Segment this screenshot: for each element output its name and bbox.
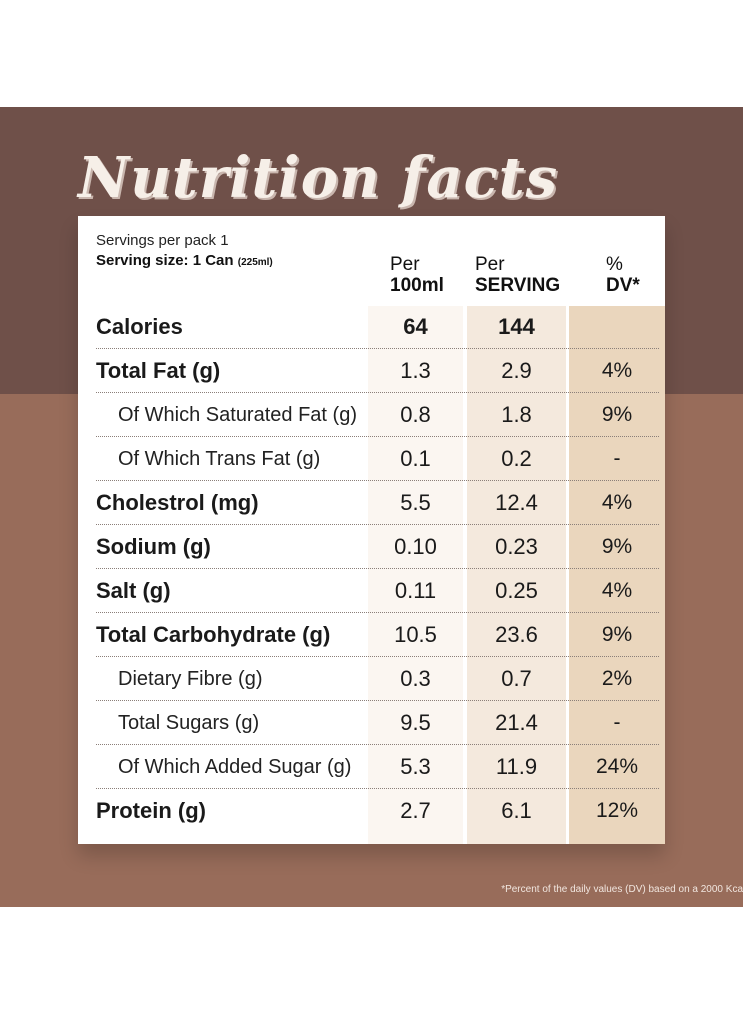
header-per-serving: Per SERVING xyxy=(475,254,560,296)
table-row-total-sugars: Total Sugars (g) 9.5 21.4 - xyxy=(78,701,665,745)
row-dv: 4% xyxy=(601,491,633,514)
row-dv: 9% xyxy=(601,623,633,646)
row-label: Cholestrol (mg) xyxy=(96,490,259,515)
row-label: Dietary Fibre (g) xyxy=(118,668,263,690)
row-dv: 4% xyxy=(601,579,633,602)
row-label: Of Which Added Sugar (g) xyxy=(118,756,352,778)
row-label: Total Fat (g) xyxy=(96,358,221,383)
row-dv: - xyxy=(613,447,621,470)
per-100ml-column-bg xyxy=(368,306,463,844)
row-per-100ml: 0.10 xyxy=(394,534,437,559)
row-label: Of Which Saturated Fat (g) xyxy=(118,404,357,426)
row-per-100ml: 5.3 xyxy=(400,754,431,779)
per-serving-column-bg xyxy=(467,306,566,844)
row-dv xyxy=(569,305,665,349)
header-per-100ml-line1: Per xyxy=(390,254,420,275)
row-per-100ml: 0.1 xyxy=(400,446,431,471)
table-row-dietary-fibre: Dietary Fibre (g) 0.3 0.7 2% xyxy=(78,657,665,701)
nutrition-table-card: Servings per pack 1 Serving size: 1 Can … xyxy=(78,216,665,844)
row-per-100ml: 10.5 xyxy=(394,622,437,647)
header-per-serving-line2: SERVING xyxy=(475,275,561,296)
table-row-calories: Calories 64 144 xyxy=(78,305,665,349)
serving-size-label: Serving size: 1 Can xyxy=(96,252,234,269)
row-per-serving: 0.2 xyxy=(501,446,532,471)
row-label: Salt (g) xyxy=(96,578,171,603)
row-label: Of Which Trans Fat (g) xyxy=(118,448,321,470)
row-dv: 4% xyxy=(601,359,633,382)
row-per-100ml: 0.8 xyxy=(400,402,431,427)
table-row-added-sugar: Of Which Added Sugar (g) 5.3 11.9 24% xyxy=(78,745,665,789)
row-label: Total Sugars (g) xyxy=(118,712,260,734)
row-per-100ml: 5.5 xyxy=(400,490,431,515)
row-per-serving: 6.1 xyxy=(501,798,532,823)
row-per-100ml: 0.3 xyxy=(400,666,431,691)
header-per-100ml: Per 100ml xyxy=(390,254,444,296)
row-per-serving: 144 xyxy=(498,314,535,339)
row-per-100ml: 0.11 xyxy=(394,578,437,603)
daily-value-column-bg xyxy=(569,306,665,844)
table-row-salt: Salt (g) 0.11 0.25 4% xyxy=(78,569,665,613)
table-row-cholestrol: Cholestrol (mg) 5.5 12.4 4% xyxy=(78,481,665,525)
row-per-100ml: 2.7 xyxy=(400,798,431,823)
table-row-protein: Protein (g) 2.7 6.1 12% xyxy=(78,789,665,833)
row-dv: 9% xyxy=(601,535,633,558)
row-per-serving: 1.8 xyxy=(501,402,532,427)
table-row-trans-fat: Of Which Trans Fat (g) 0.1 0.2 - xyxy=(78,437,665,481)
page-title: Nutrition facts xyxy=(78,145,559,211)
serving-size-ml: (225ml) xyxy=(237,257,273,268)
row-per-serving: 0.23 xyxy=(495,534,538,559)
header-daily-value: % DV* xyxy=(606,254,640,296)
header-per-100ml-line2: 100ml xyxy=(390,275,444,296)
table-row-total-carbohydrate: Total Carbohydrate (g) 10.5 23.6 9% xyxy=(78,613,665,657)
row-dv: 12% xyxy=(595,799,639,822)
row-dv: 24% xyxy=(595,755,639,778)
row-per-100ml: 9.5 xyxy=(400,710,431,735)
row-per-serving: 11.9 xyxy=(495,754,538,779)
header-per-serving-line1: Per xyxy=(475,254,505,275)
row-per-serving: 0.25 xyxy=(495,578,538,603)
row-per-serving: 0.7 xyxy=(501,666,532,691)
row-label: Calories xyxy=(96,314,183,339)
table-row-sodium: Sodium (g) 0.10 0.23 9% xyxy=(78,525,665,569)
nutrition-rows: Calories 64 144 Total Fat (g) 1.3 2.9 4%… xyxy=(78,305,665,833)
header-dv-line1: % xyxy=(606,254,623,275)
row-label: Protein (g) xyxy=(96,798,206,823)
row-per-serving: 23.6 xyxy=(495,622,538,647)
row-dv: 2% xyxy=(601,667,633,690)
table-row-saturated-fat: Of Which Saturated Fat (g) 0.8 1.8 9% xyxy=(78,393,665,437)
row-dv: - xyxy=(613,711,621,734)
row-dv: 9% xyxy=(601,403,633,426)
table-row-total-fat: Total Fat (g) 1.3 2.9 4% xyxy=(78,349,665,393)
daily-value-footnote: *Percent of the daily values (DV) based … xyxy=(501,884,743,895)
row-per-serving: 2.9 xyxy=(501,358,532,383)
serving-size: Serving size: 1 Can (225ml) xyxy=(96,252,273,269)
servings-per-pack: Servings per pack 1 xyxy=(96,232,229,249)
row-per-serving: 12.4 xyxy=(495,490,538,515)
header-dv-line2: DV* xyxy=(606,275,640,296)
row-per-100ml: 64 xyxy=(403,314,428,339)
row-label: Total Carbohydrate (g) xyxy=(96,622,331,647)
row-per-serving: 21.4 xyxy=(495,710,538,735)
row-label: Sodium (g) xyxy=(96,534,211,559)
row-per-100ml: 1.3 xyxy=(400,358,431,383)
